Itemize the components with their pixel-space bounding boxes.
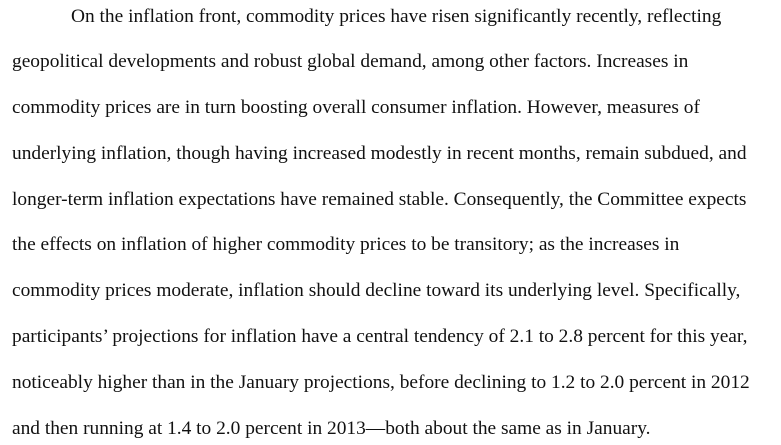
paragraph-line: longer-term inflation expectations have … [12,189,747,210]
paragraph-line: geopolitical developments and robust glo… [12,51,689,72]
paragraph-line: noticeably higher than in the January pr… [12,372,750,393]
paragraph-line: and then running at 1.4 to 2.0 percent i… [12,418,651,439]
paragraph-line: the effects on inflation of higher commo… [12,234,680,255]
paragraph-line: On the inflation front, commodity prices… [71,6,722,27]
paragraph-line: underlying inflation, though having incr… [12,143,747,164]
paragraph-line: participants’ projections for inflation … [12,326,748,347]
paragraph-line: commodity prices moderate, inflation sho… [12,280,741,301]
paragraph-line: commodity prices are in turn boosting ov… [12,97,700,118]
